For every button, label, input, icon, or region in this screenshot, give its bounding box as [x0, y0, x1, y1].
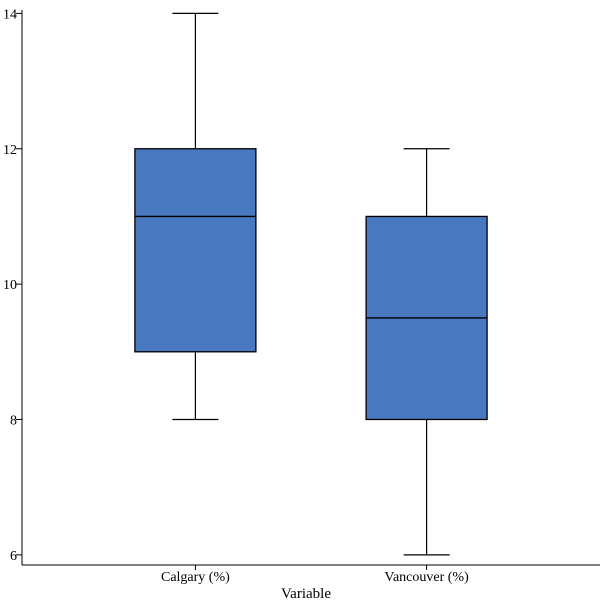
- y-tick-label: 8: [10, 413, 17, 428]
- y-tick-label: 14: [3, 7, 17, 22]
- box-2: [365, 148, 488, 556]
- box-plot-series: [134, 12, 488, 556]
- y-axis: 6 8 10 12 14: [3, 7, 23, 565]
- y-tick-label: 6: [10, 549, 17, 564]
- iqr-box: [134, 148, 257, 353]
- x-tick-label: Vancouver (%): [384, 570, 469, 585]
- x-axis-title: Variable: [281, 586, 331, 600]
- y-tick-label: 10: [3, 278, 17, 293]
- y-tick-label: 12: [3, 143, 17, 158]
- x-tick-label: Calgary (%): [161, 570, 230, 585]
- x-axis: Calgary (%) Vancouver (%): [22, 564, 600, 585]
- box-1: [134, 12, 257, 421]
